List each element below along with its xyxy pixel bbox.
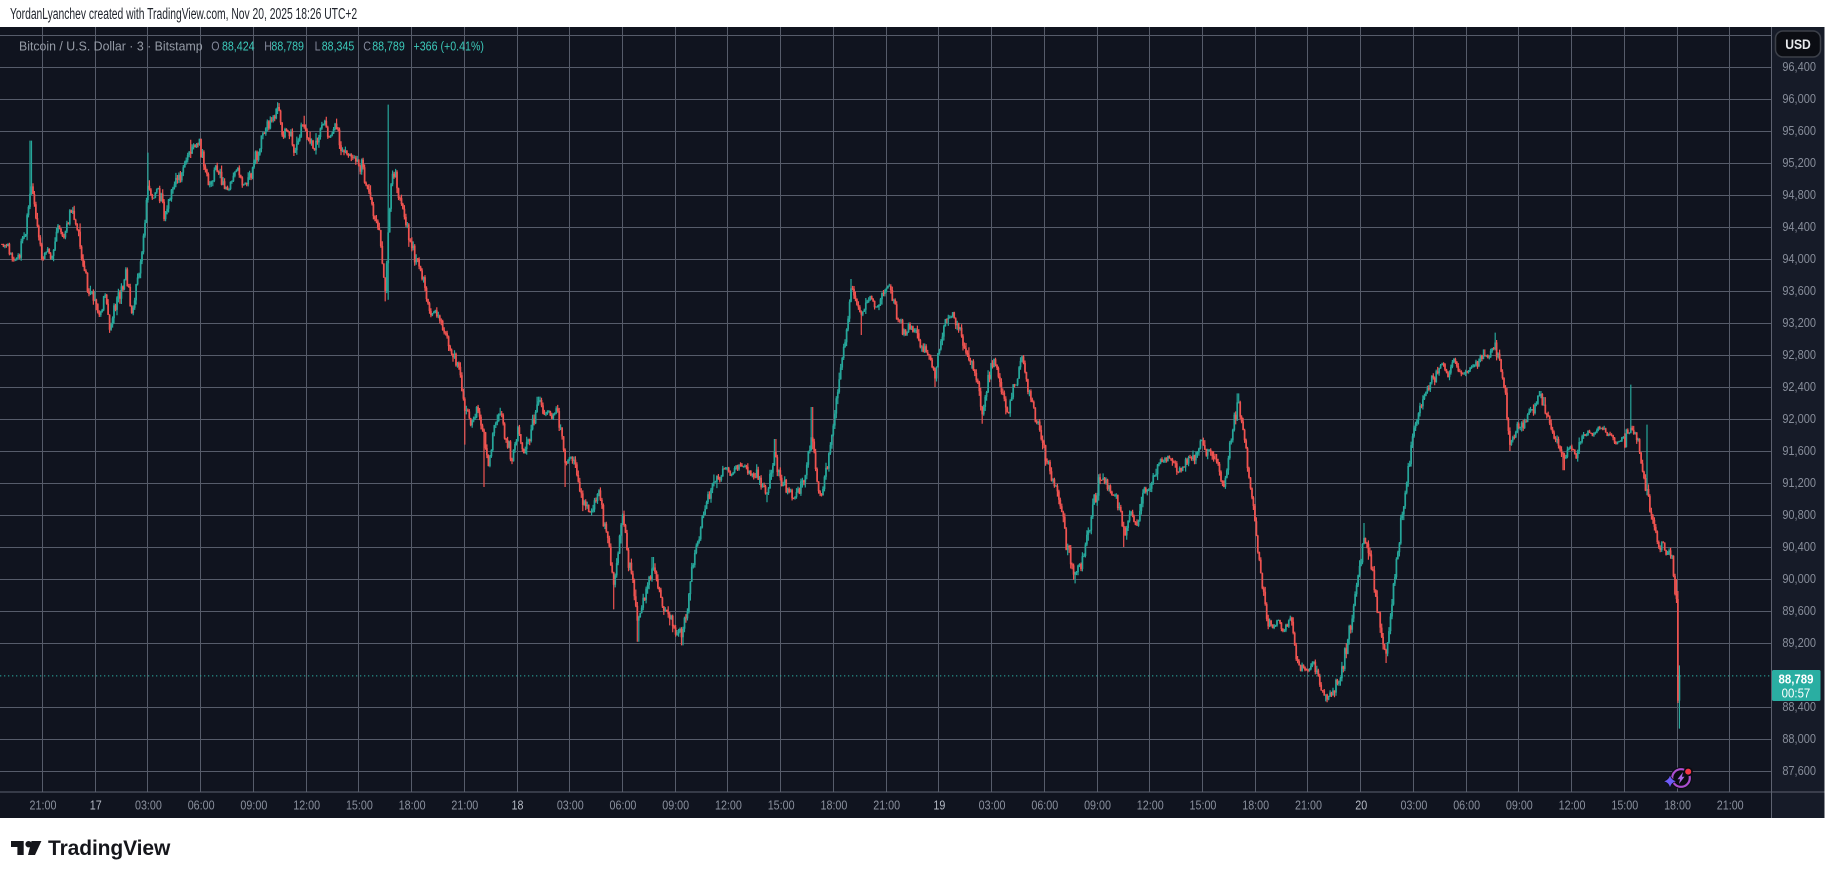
svg-text:93,600: 93,600 xyxy=(1782,285,1816,299)
svg-text:94,800: 94,800 xyxy=(1782,189,1816,203)
svg-text:09:00: 09:00 xyxy=(1506,799,1533,813)
svg-text:88,000: 88,000 xyxy=(1782,733,1816,747)
svg-text:15:00: 15:00 xyxy=(1611,799,1638,813)
svg-text:96,000: 96,000 xyxy=(1782,93,1816,107)
svg-text:95,200: 95,200 xyxy=(1782,157,1816,171)
svg-text:18:00: 18:00 xyxy=(399,799,426,813)
svg-text:06:00: 06:00 xyxy=(188,799,215,813)
svg-text:96,400: 96,400 xyxy=(1782,61,1816,75)
svg-text:95,600: 95,600 xyxy=(1782,125,1816,139)
svg-text:90,000: 90,000 xyxy=(1782,573,1816,587)
svg-text:89,600: 89,600 xyxy=(1782,605,1816,619)
svg-text:15:00: 15:00 xyxy=(1190,799,1217,813)
svg-text:03:00: 03:00 xyxy=(135,799,162,813)
svg-text:91,600: 91,600 xyxy=(1782,445,1816,459)
svg-text:21:00: 21:00 xyxy=(451,799,478,813)
svg-text:18: 18 xyxy=(512,799,524,813)
svg-text:12:00: 12:00 xyxy=(1137,799,1164,813)
svg-text:18:00: 18:00 xyxy=(821,799,848,813)
svg-text:12:00: 12:00 xyxy=(293,799,320,813)
svg-text:03:00: 03:00 xyxy=(557,799,584,813)
svg-text:15:00: 15:00 xyxy=(768,799,795,813)
svg-text:03:00: 03:00 xyxy=(1400,799,1427,813)
svg-text:06:00: 06:00 xyxy=(610,799,637,813)
svg-text:88,400: 88,400 xyxy=(1782,701,1816,715)
svg-text:20: 20 xyxy=(1355,799,1367,813)
svg-text:90,800: 90,800 xyxy=(1782,509,1816,523)
svg-text:92,800: 92,800 xyxy=(1782,349,1816,363)
svg-text:93,200: 93,200 xyxy=(1782,317,1816,331)
svg-text:18:00: 18:00 xyxy=(1664,799,1691,813)
svg-text:12:00: 12:00 xyxy=(715,799,742,813)
svg-text:94,400: 94,400 xyxy=(1782,221,1816,235)
svg-text:15:00: 15:00 xyxy=(346,799,373,813)
svg-text:12:00: 12:00 xyxy=(1559,799,1586,813)
svg-text:87,600: 87,600 xyxy=(1782,765,1816,779)
svg-text:USD: USD xyxy=(1785,36,1811,52)
svg-text:19: 19 xyxy=(933,799,945,813)
svg-text:92,400: 92,400 xyxy=(1782,381,1816,395)
svg-text:00:57: 00:57 xyxy=(1782,686,1811,701)
svg-text:21:00: 21:00 xyxy=(873,799,900,813)
svg-text:06:00: 06:00 xyxy=(1453,799,1480,813)
svg-text:21:00: 21:00 xyxy=(30,799,57,813)
svg-text:Bitcoin / U.S. Dollar · 3 · Bi: Bitcoin / U.S. Dollar · 3 · Bitstamp xyxy=(19,39,203,53)
svg-text:17: 17 xyxy=(90,799,102,813)
svg-text:18:00: 18:00 xyxy=(1242,799,1269,813)
svg-text:09:00: 09:00 xyxy=(1084,799,1111,813)
svg-text:21:00: 21:00 xyxy=(1295,799,1322,813)
svg-text:92,000: 92,000 xyxy=(1782,413,1816,427)
svg-text:21:00: 21:00 xyxy=(1717,799,1744,813)
svg-text:09:00: 09:00 xyxy=(240,799,267,813)
svg-text:06:00: 06:00 xyxy=(1031,799,1058,813)
svg-text:89,200: 89,200 xyxy=(1782,637,1816,651)
svg-text:94,000: 94,000 xyxy=(1782,253,1816,267)
svg-text:88,789: 88,789 xyxy=(1779,672,1814,687)
svg-text:90,400: 90,400 xyxy=(1782,541,1816,555)
svg-text:91,200: 91,200 xyxy=(1782,477,1816,491)
svg-text:09:00: 09:00 xyxy=(662,799,689,813)
svg-text:03:00: 03:00 xyxy=(979,799,1006,813)
